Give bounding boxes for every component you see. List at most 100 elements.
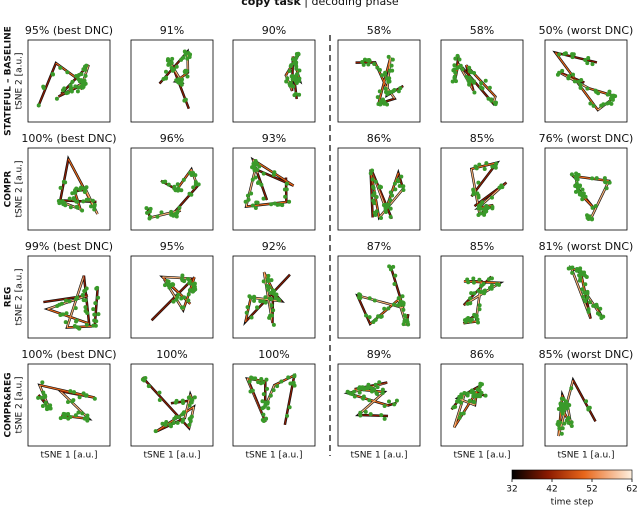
- state-dot: [96, 295, 101, 300]
- state-dot: [186, 277, 191, 282]
- state-dot: [383, 205, 388, 210]
- state-dot: [467, 82, 472, 87]
- state-dot: [389, 63, 394, 68]
- state-dot: [75, 295, 80, 300]
- state-dot: [172, 186, 177, 191]
- state-dot: [74, 318, 79, 323]
- state-dot: [148, 214, 153, 219]
- state-dot: [587, 405, 592, 410]
- state-dot: [367, 315, 372, 320]
- state-dot: [297, 92, 302, 97]
- trajectory-segment: [390, 266, 401, 297]
- panel-frame: [130, 255, 214, 339]
- state-dot: [163, 283, 168, 288]
- state-dot: [593, 204, 598, 209]
- state-dot: [472, 400, 477, 405]
- state-dot: [251, 164, 256, 169]
- state-dot: [57, 201, 62, 206]
- state-dot: [61, 415, 66, 420]
- state-dot: [70, 79, 75, 84]
- state-dot: [574, 176, 579, 181]
- state-dot: [297, 76, 302, 81]
- state-dot: [64, 311, 69, 316]
- state-dot: [471, 276, 476, 281]
- state-dot: [366, 62, 371, 67]
- state-dot: [493, 165, 498, 170]
- state-dot: [375, 95, 380, 100]
- state-dot: [370, 177, 375, 182]
- state-dot: [583, 282, 588, 287]
- state-dot: [193, 173, 198, 178]
- state-dot: [391, 264, 396, 269]
- state-dot: [489, 195, 494, 200]
- panel-title: 85%: [470, 240, 494, 253]
- panel-frame: [130, 363, 214, 447]
- state-dot: [183, 52, 188, 57]
- state-dot: [187, 191, 192, 196]
- state-dot: [388, 90, 393, 95]
- state-dot: [81, 199, 86, 204]
- state-dot: [474, 166, 479, 171]
- state-dot: [374, 391, 379, 396]
- state-dot: [41, 86, 46, 91]
- state-dot: [187, 422, 192, 427]
- state-dot: [372, 62, 377, 67]
- state-dot: [269, 278, 274, 283]
- trajectory: [368, 168, 406, 221]
- state-dot: [61, 411, 66, 416]
- state-dot: [181, 401, 186, 406]
- state-dot: [479, 81, 484, 86]
- state-dot: [570, 55, 575, 60]
- state-dot: [462, 391, 467, 396]
- state-dot: [272, 201, 277, 206]
- state-dot: [92, 204, 97, 209]
- state-dot: [40, 380, 45, 385]
- state-dot: [390, 57, 395, 62]
- state-dot: [387, 79, 392, 84]
- trajectory: [284, 51, 303, 100]
- trajectory: [243, 271, 291, 327]
- state-dot: [245, 193, 250, 198]
- state-dot: [394, 398, 399, 403]
- trajectory-segment: [369, 169, 374, 218]
- state-dot: [92, 312, 97, 317]
- state-dot: [372, 210, 377, 215]
- state-dot: [295, 71, 300, 76]
- state-dot: [584, 275, 589, 280]
- state-dot: [79, 72, 84, 77]
- state-dot: [379, 413, 384, 418]
- state-dot: [583, 58, 588, 63]
- state-dot: [372, 298, 377, 303]
- panel-frame: [232, 39, 316, 123]
- state-dot: [273, 296, 278, 301]
- state-dot: [561, 402, 566, 407]
- state-dot: [585, 86, 590, 91]
- state-dot: [363, 409, 368, 414]
- state-dot: [467, 75, 472, 80]
- state-dot: [383, 70, 388, 75]
- x-axis-label: tSNE 1 [a.u.]: [557, 451, 614, 461]
- trajectory-segment: [244, 297, 252, 322]
- state-dot: [490, 204, 495, 209]
- state-dot: [380, 387, 385, 392]
- y-axis-label: tSNE 2 [a.u.]: [15, 160, 25, 217]
- state-dot: [58, 185, 63, 190]
- state-dot: [561, 405, 566, 410]
- state-dot: [54, 96, 59, 101]
- state-dot: [367, 398, 372, 403]
- trajectory-segment: [151, 276, 195, 321]
- colorbar-tick-label: 32: [506, 485, 517, 495]
- state-dot: [566, 420, 571, 425]
- state-dot: [357, 295, 362, 300]
- state-dot: [271, 308, 276, 313]
- trajectory-segment: [162, 276, 191, 280]
- state-dot: [174, 64, 179, 69]
- state-dot: [175, 295, 180, 300]
- state-dot: [599, 316, 604, 321]
- state-dot: [83, 187, 88, 192]
- state-dot: [372, 191, 377, 196]
- state-dot: [455, 53, 460, 58]
- state-dot: [454, 79, 459, 84]
- state-dot: [475, 317, 480, 322]
- state-dot: [371, 186, 376, 191]
